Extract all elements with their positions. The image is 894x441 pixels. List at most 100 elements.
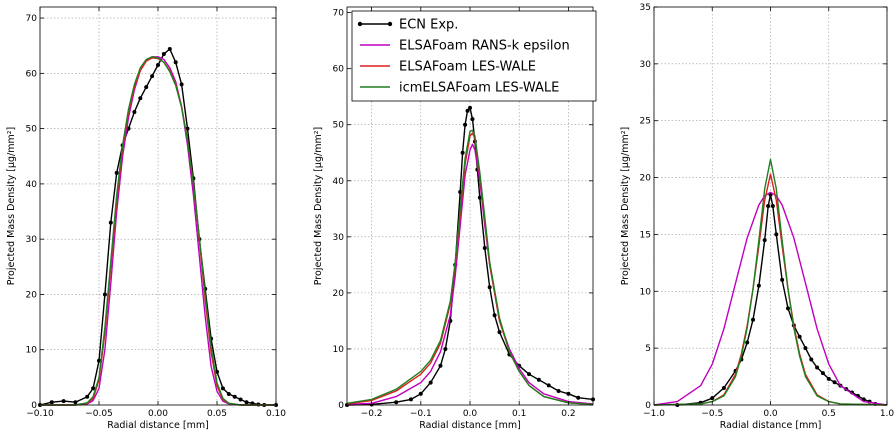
data-point	[408, 397, 413, 402]
y-tick-label: 50	[333, 121, 345, 131]
data-point	[102, 292, 107, 297]
y-tick-label: 40	[26, 180, 38, 190]
y-tick-label: 70	[333, 9, 345, 19]
x-tick-label: −1.0	[643, 409, 665, 419]
data-point	[108, 220, 113, 225]
data-point	[774, 232, 779, 237]
data-point	[179, 82, 184, 87]
data-point	[751, 317, 756, 322]
panel-3: −1.0 −0.5 0.0 0.5 1.0 0 5 10 15 20 25 30 35 Radial di…	[620, 3, 894, 431]
data-point	[710, 396, 715, 401]
series-line-elsafoam-rans-k-epsilon	[653, 191, 888, 406]
y-tick-label: 0	[645, 401, 651, 411]
x-tick-label: 0.1	[512, 409, 526, 419]
y-tick-label: 15	[640, 230, 651, 240]
data-point	[61, 399, 66, 404]
data-point	[482, 246, 487, 251]
data-point	[443, 346, 448, 351]
legend: ECN Exp. ELSAFoam RANS-k epsilon ELSAFoam …	[351, 10, 597, 102]
data-point	[394, 400, 399, 405]
data-point	[144, 85, 149, 90]
data-point	[832, 380, 837, 385]
y-tick-label: 60	[333, 65, 345, 75]
data-point	[73, 400, 78, 405]
data-point	[428, 380, 433, 385]
series-line-elsafoam-rans-k-epsilon	[346, 143, 594, 406]
y-axis-label: Projected Mass Density [μg/mm²]	[620, 127, 631, 285]
data-point	[468, 105, 472, 110]
x-tick-label: 0.0	[463, 409, 478, 419]
data-point	[770, 204, 775, 208]
legend-marker	[357, 21, 363, 27]
x-tick-label: 0.5	[822, 409, 836, 419]
y-tick-label: 20	[26, 290, 38, 300]
data-point	[766, 204, 771, 208]
legend-marker	[387, 21, 393, 27]
data-point	[418, 391, 423, 396]
x-axis-label: Radial distance [mm]	[419, 420, 521, 431]
data-point	[536, 377, 541, 382]
data-point	[220, 386, 225, 391]
data-point	[167, 47, 172, 52]
y-tick-label: 35	[640, 3, 651, 13]
data-point	[745, 340, 750, 345]
legend-label: ELSAFoam RANS-k epsilon	[399, 39, 570, 54]
data-point	[487, 285, 492, 290]
data-point	[91, 386, 96, 391]
data-point	[756, 283, 761, 288]
x-tick-label: 0.2	[561, 409, 575, 419]
data-point	[492, 313, 497, 318]
data-point	[470, 117, 475, 122]
data-point	[556, 388, 561, 393]
data-point	[238, 397, 243, 402]
x-axis-label: Radial distance [mm]	[720, 420, 822, 431]
data-point	[477, 195, 482, 200]
data-point	[49, 400, 54, 405]
y-tick-label: 50	[26, 125, 38, 135]
y-tick-label: 70	[26, 14, 38, 24]
y-tick-label: 5	[645, 344, 651, 354]
y-tick-label: 20	[640, 174, 652, 184]
data-point	[809, 357, 814, 362]
data-point	[815, 365, 820, 370]
y-tick-label: 40	[333, 177, 345, 187]
panel-1: −0.10 −0.05 0.00 0.05 0.10 0 10 20 30 40 50 60 70 Rad…	[6, 6, 286, 431]
x-tick-label: −0.1	[410, 409, 432, 419]
y-tick-label: 20	[333, 289, 345, 299]
legend-label: ECN Exp.	[399, 18, 458, 33]
data-point	[185, 126, 190, 131]
y-axis-label: Projected Mass Density [μg/mm²]	[313, 127, 324, 285]
data-point	[138, 96, 143, 101]
x-tick-label: 0.00	[148, 409, 168, 419]
y-tick-label: 10	[26, 346, 38, 356]
y-tick-label: 30	[333, 233, 345, 243]
x-tick-label: −0.2	[361, 409, 383, 419]
data-point	[497, 330, 502, 335]
series-line-icmelsafoam-les-wale	[653, 158, 888, 406]
legend-box	[351, 10, 597, 102]
data-point	[797, 334, 802, 339]
data-point	[820, 371, 825, 376]
data-point	[465, 108, 470, 113]
x-tick-label: 0.0	[763, 409, 778, 419]
series-line-icmelsafoam-les-wale	[346, 129, 594, 406]
data-point	[97, 358, 101, 363]
data-point	[463, 122, 468, 127]
data-point	[721, 385, 726, 390]
data-point	[566, 391, 571, 396]
data-point	[803, 346, 808, 351]
legend-label: icmELSAFoam LES-WALE	[399, 81, 559, 96]
data-point	[150, 74, 155, 79]
data-point	[780, 277, 785, 282]
y-axis-label: Projected Mass Density [μg/mm²]	[6, 127, 17, 285]
data-point	[576, 395, 581, 400]
series-line-elsafoam-rans-k-epsilon	[40, 56, 276, 406]
legend-label: ELSAFoam LES-WALE	[399, 60, 536, 75]
data-point	[173, 60, 178, 65]
data-point	[156, 63, 160, 68]
data-point	[826, 376, 831, 381]
y-tick-label: 10	[640, 287, 652, 297]
data-point	[546, 383, 551, 388]
